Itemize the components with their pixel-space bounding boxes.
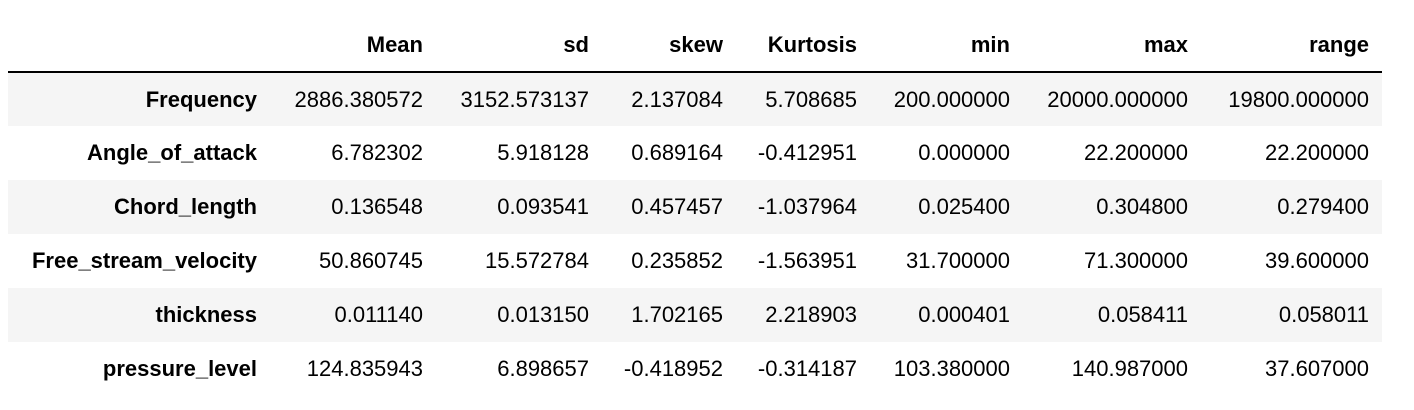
- table-cell: 0.093541: [497, 194, 589, 219]
- table-cell: 22.200000: [1265, 140, 1369, 165]
- table-row: Chord_length 0.136548 0.093541 0.457457 …: [8, 180, 1382, 234]
- table-cell: 50.860745: [319, 248, 423, 273]
- table-cell: 200.000000: [893, 86, 1010, 112]
- row-label: thickness: [155, 302, 258, 327]
- column-header-skew: skew: [602, 19, 736, 73]
- column-header-sd: sd: [436, 19, 602, 73]
- table-cell: 124.835943: [306, 356, 423, 381]
- table-cell: 0.689164: [631, 140, 723, 165]
- table-cell: 103.380000: [893, 356, 1010, 381]
- table-cell: 15.572784: [485, 248, 589, 273]
- table-cell: -0.412951: [757, 140, 857, 165]
- row-label: Frequency: [145, 86, 257, 112]
- table-cell: 0.013150: [497, 302, 589, 327]
- table-cell: 140.987000: [1071, 356, 1188, 381]
- header-row: Mean sd skew Kurtosis min max range: [8, 19, 1382, 73]
- column-header-kurtosis: Kurtosis: [736, 19, 870, 73]
- row-label: Angle_of_attack: [87, 140, 257, 165]
- table-cell: 0.457457: [631, 194, 723, 219]
- table-cell: 0.304800: [1096, 194, 1188, 219]
- table-cell: 71.300000: [1084, 248, 1188, 273]
- table-row: thickness 0.011140 0.013150 1.702165 2.2…: [8, 288, 1382, 342]
- column-header-min: min: [870, 19, 1023, 73]
- table-cell: 20000.000000: [1047, 86, 1188, 112]
- table-cell: 31.700000: [906, 248, 1010, 273]
- table-cell: 0.136548: [331, 194, 423, 219]
- row-label: Free_stream_velocity: [31, 248, 257, 273]
- table-cell: 6.782302: [331, 140, 423, 165]
- table-cell: 39.600000: [1265, 248, 1369, 273]
- table-cell: 2.137084: [631, 86, 723, 112]
- table-row: Angle_of_attack 6.782302 5.918128 0.6891…: [8, 126, 1382, 180]
- index-header: [8, 19, 270, 73]
- table-cell: -1.037964: [757, 194, 857, 219]
- table-cell: 2886.380572: [294, 86, 423, 112]
- table-cell: 5.708685: [765, 86, 857, 112]
- dataframe-table: Mean sd skew Kurtosis min max range Freq…: [8, 19, 1382, 396]
- table-cell: 22.200000: [1084, 140, 1188, 165]
- table-cell: 2.218903: [765, 302, 857, 327]
- table-cell: 6.898657: [497, 356, 589, 381]
- table-header: Mean sd skew Kurtosis min max range: [8, 19, 1382, 73]
- table-row: Frequency 2886.380572 3152.573137 2.1370…: [8, 72, 1382, 126]
- table-cell: -0.418952: [623, 356, 723, 381]
- table-cell: -0.314187: [757, 356, 857, 381]
- table-cell: 0.025400: [918, 194, 1010, 219]
- table-cell: 0.058411: [1097, 302, 1188, 327]
- column-header-range: range: [1201, 19, 1382, 73]
- table-cell: 3152.573137: [460, 86, 589, 112]
- row-label: Chord_length: [114, 194, 257, 219]
- table-row: pressure_level 124.835943 6.898657 -0.41…: [8, 342, 1382, 396]
- table-body: Frequency 2886.380572 3152.573137 2.1370…: [8, 72, 1382, 396]
- row-label: pressure_level: [102, 356, 257, 381]
- table-cell: 19800.000000: [1228, 86, 1369, 112]
- column-header-mean: Mean: [270, 19, 436, 73]
- table-cell: 0.011140: [334, 302, 424, 327]
- table-cell: 0.058011: [1278, 302, 1369, 327]
- table-cell: 37.607000: [1265, 356, 1369, 381]
- table-cell: 5.918128: [497, 140, 589, 165]
- table-cell: 1.702165: [631, 302, 723, 327]
- table-cell: 0.000000: [918, 140, 1010, 165]
- table-cell: 0.279400: [1277, 194, 1369, 219]
- table-cell: 0.235852: [631, 248, 723, 273]
- table-cell: -1.563951: [757, 248, 857, 273]
- table-cell: 0.000401: [918, 302, 1010, 327]
- column-header-max: max: [1023, 19, 1201, 73]
- table-row: Free_stream_velocity 50.860745 15.572784…: [8, 234, 1382, 288]
